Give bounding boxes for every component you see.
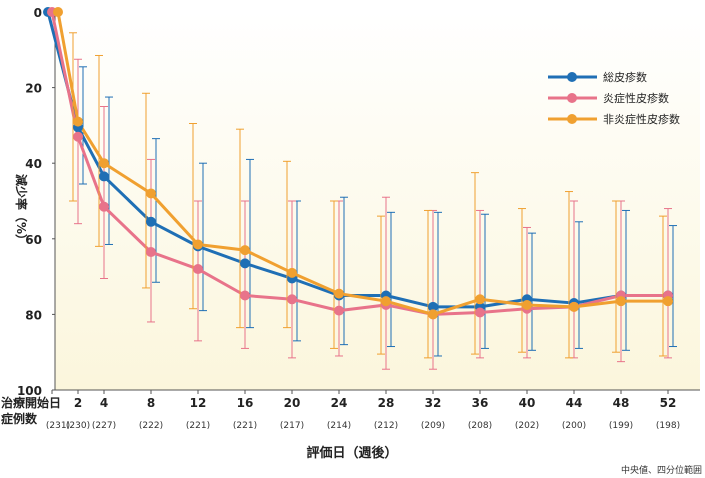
data-point <box>334 288 344 299</box>
case-count-value: (212) <box>374 421 398 431</box>
legend-swatch-marker <box>567 114 577 124</box>
x-tick-labels: 治療開始日 2 4 8 12 16 20 24 28 32 36 40 44 48 52 <box>1 390 676 410</box>
y-tick-label: 60 <box>25 233 42 247</box>
data-point <box>240 290 250 301</box>
case-count-value: (200) <box>562 421 586 431</box>
y-tick-label: 0 <box>34 6 42 20</box>
case-count-value: (227) <box>92 421 116 431</box>
case-count-value: (208) <box>468 421 492 431</box>
y-tick-label: 100 <box>17 384 42 398</box>
data-point <box>287 267 297 278</box>
case-count-value: (230) <box>66 421 90 431</box>
x-tick-label: 12 <box>190 396 207 410</box>
data-point <box>428 309 438 320</box>
case-count-value: (199) <box>609 421 633 431</box>
data-point <box>287 294 297 305</box>
case-count-value: (221) <box>233 421 257 431</box>
x-tick-label: 44 <box>566 396 583 410</box>
data-point <box>99 171 109 182</box>
data-point <box>240 245 250 256</box>
data-point <box>616 296 626 307</box>
legend-label: 炎症性皮疹数 <box>603 91 669 105</box>
x-tick-label-start: 治療開始日 <box>1 395 61 410</box>
x-axis-label: 評価日（週後） <box>306 445 397 461</box>
data-point <box>53 7 63 17</box>
case-count-value: (209) <box>421 421 445 431</box>
case-count-value: (222) <box>139 421 163 431</box>
case-count-labels: (231)(230) (227) (222) (221) (221) (217) (214)… <box>46 421 680 431</box>
data-point <box>428 301 438 312</box>
x-tick-label: 32 <box>425 396 442 410</box>
legend-label: 総皮疹数 <box>603 70 647 84</box>
x-tick-label: 20 <box>284 396 301 410</box>
data-point <box>193 239 203 250</box>
data-point <box>569 301 579 312</box>
series-markers-3 <box>53 7 673 320</box>
case-count-value: (202) <box>515 421 539 431</box>
case-count-value: (231) <box>46 421 70 431</box>
case-count-label: 症例数 <box>1 411 38 426</box>
legend-swatch-marker <box>567 93 577 103</box>
x-tick-label: 48 <box>613 396 630 410</box>
x-tick-label: 8 <box>147 396 155 410</box>
data-point <box>381 296 391 307</box>
x-tick-label: 16 <box>237 396 254 410</box>
data-point <box>240 258 250 269</box>
x-tick-label: 28 <box>378 396 395 410</box>
data-point <box>146 247 156 258</box>
y-axis-label: 減少率（%） <box>14 174 29 246</box>
data-point <box>73 116 83 127</box>
x-tick-label: 40 <box>519 396 536 410</box>
data-point <box>522 299 532 310</box>
x-tick-label: 36 <box>472 396 489 410</box>
plot-area <box>55 12 700 390</box>
x-tick-label: 4 <box>100 396 108 410</box>
x-tick-label: 52 <box>660 396 677 410</box>
data-point <box>146 216 156 227</box>
case-count-value: (221) <box>186 421 210 431</box>
data-point <box>73 131 83 142</box>
legend-label: 非炎症性皮疹数 <box>603 112 680 126</box>
note-text: 中央値、四分位範囲 <box>621 464 702 476</box>
data-point <box>99 201 109 212</box>
y-tick-label: 80 <box>25 308 42 322</box>
data-point <box>334 305 344 316</box>
x-tick-label: 2 <box>74 396 82 410</box>
legend-swatch-marker <box>567 72 577 82</box>
case-count-value: (214) <box>327 421 351 431</box>
data-point <box>475 307 485 318</box>
data-point <box>663 296 673 307</box>
data-point <box>475 294 485 305</box>
y-tick-label: 40 <box>25 157 42 171</box>
y-tick-label: 20 <box>25 82 42 96</box>
series-group <box>43 7 677 370</box>
data-point <box>193 264 203 275</box>
x-tick-label: 24 <box>331 396 348 410</box>
y-tick-labels: 0 20 40 60 80 100 <box>17 6 55 398</box>
case-count-value: (217) <box>280 421 304 431</box>
data-point <box>146 188 156 199</box>
case-count-value: (198) <box>656 421 680 431</box>
data-point <box>99 158 109 169</box>
